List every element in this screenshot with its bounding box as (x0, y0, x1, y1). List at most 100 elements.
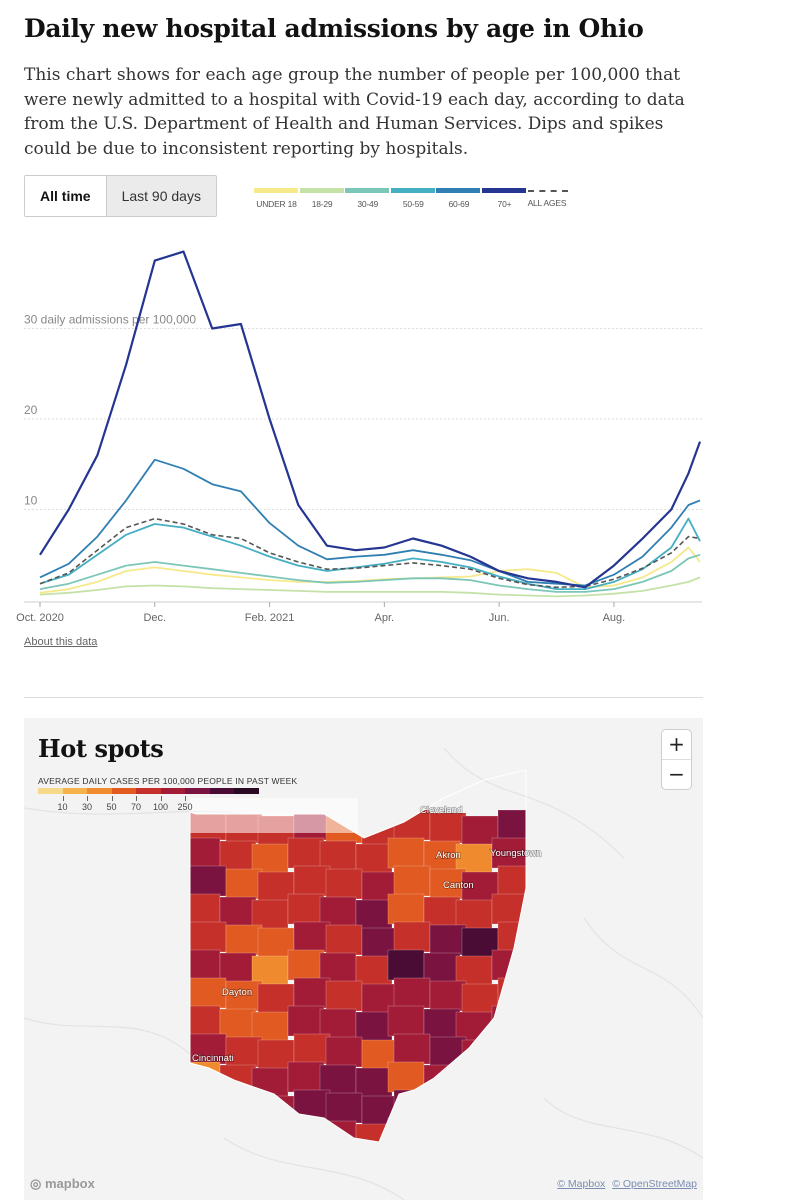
county[interactable] (497, 1033, 534, 1065)
county[interactable] (219, 1064, 257, 1096)
county[interactable] (184, 1117, 221, 1148)
series-line-18-29 (39, 576, 701, 598)
county[interactable] (387, 1005, 425, 1037)
county[interactable] (287, 1061, 325, 1093)
county[interactable] (423, 1064, 461, 1096)
attribution-osm-link[interactable]: © OpenStreetMap (612, 1178, 697, 1190)
map-color-scale (38, 788, 259, 794)
attribution-mapbox-link[interactable]: © Mapbox (557, 1178, 606, 1190)
scale-swatch (185, 788, 210, 794)
county[interactable] (393, 865, 431, 897)
county[interactable] (190, 865, 227, 897)
county[interactable] (225, 868, 263, 900)
county[interactable] (455, 1123, 493, 1154)
county[interactable] (387, 949, 425, 981)
county[interactable] (429, 1036, 467, 1068)
county[interactable] (429, 812, 467, 844)
county[interactable] (287, 1005, 325, 1037)
county[interactable] (423, 1120, 461, 1151)
county[interactable] (497, 809, 534, 841)
county[interactable] (497, 977, 534, 1009)
scale-tick-label: 30 (81, 802, 93, 812)
county[interactable] (184, 1005, 221, 1037)
county[interactable] (491, 893, 528, 925)
county[interactable] (497, 1089, 534, 1121)
county[interactable] (325, 1092, 363, 1124)
county[interactable] (455, 1067, 493, 1099)
county[interactable] (325, 924, 363, 956)
county[interactable] (251, 1067, 289, 1099)
x-tick-label: Aug. (603, 612, 626, 624)
county[interactable] (190, 921, 227, 953)
county[interactable] (190, 1089, 227, 1121)
county[interactable] (293, 1033, 331, 1065)
tab-last-90-days[interactable]: Last 90 days (105, 176, 216, 216)
city-label-youngstown: Youngstown (490, 848, 541, 859)
county[interactable] (325, 868, 363, 900)
county[interactable] (361, 983, 399, 1015)
county[interactable] (429, 1092, 467, 1124)
county[interactable] (497, 865, 534, 897)
county[interactable] (287, 893, 325, 925)
county[interactable] (184, 893, 221, 925)
mapbox-logo[interactable]: ◎ mapbox (30, 1176, 95, 1191)
zoom-out-button[interactable]: − (662, 759, 691, 789)
county[interactable] (293, 977, 331, 1009)
zoom-in-button[interactable]: + (668, 732, 685, 756)
legend-label: 30-49 (357, 199, 379, 209)
county[interactable] (287, 837, 325, 869)
county[interactable] (225, 980, 263, 1012)
legend-label: UNDER 18 (256, 199, 297, 209)
county[interactable] (184, 949, 221, 981)
map-canvas[interactable]: Cleveland Akron Youngstown Canton Dayton… (24, 718, 703, 1200)
county[interactable] (429, 980, 467, 1012)
county[interactable] (361, 1095, 399, 1127)
county[interactable] (491, 1061, 528, 1093)
county[interactable] (293, 921, 331, 953)
county[interactable] (387, 1117, 425, 1148)
legend-label: 50-59 (402, 199, 424, 209)
series-line-70- (39, 250, 702, 589)
county[interactable] (461, 1039, 499, 1071)
county[interactable] (491, 949, 528, 981)
county[interactable] (225, 1036, 263, 1068)
legend-label: 70+ (497, 199, 512, 209)
county[interactable] (287, 1117, 325, 1148)
hot-spots-map[interactable]: Cleveland Akron Youngstown Canton Dayton… (24, 718, 703, 1200)
about-data-link[interactable]: About this data (24, 636, 98, 648)
county[interactable] (387, 893, 425, 925)
county[interactable] (325, 980, 363, 1012)
county[interactable] (293, 865, 331, 897)
county[interactable] (491, 1005, 528, 1037)
county[interactable] (429, 924, 467, 956)
county[interactable] (393, 1033, 431, 1065)
county[interactable] (387, 1061, 425, 1093)
county[interactable] (293, 1089, 331, 1121)
county[interactable] (393, 921, 431, 953)
line-chart: 10 20 30 daily admissions per 100,000 Oct. … (16, 250, 702, 624)
county[interactable] (387, 837, 425, 869)
county[interactable] (190, 1033, 227, 1065)
county[interactable] (393, 977, 431, 1009)
legend-swatch (254, 188, 298, 193)
county[interactable] (251, 1123, 289, 1154)
county[interactable] (393, 1089, 431, 1121)
scale-tick-label: 10 (57, 802, 68, 812)
ohio-outline (189, 769, 527, 1143)
legend-swatch (390, 188, 435, 193)
county[interactable] (287, 949, 325, 981)
county[interactable] (190, 977, 227, 1009)
county[interactable] (491, 1117, 528, 1148)
county[interactable] (225, 924, 263, 956)
legend-swatch (481, 188, 526, 193)
county[interactable] (491, 837, 528, 869)
county[interactable] (325, 1036, 363, 1068)
county[interactable] (257, 1095, 295, 1127)
county[interactable] (461, 1095, 499, 1127)
scale-tick-mark (62, 796, 64, 801)
county[interactable] (225, 1092, 263, 1124)
series-line-60-69 (39, 458, 701, 587)
tab-all-time[interactable]: All time (25, 176, 106, 216)
scale-swatch (38, 788, 63, 794)
county[interactable] (184, 837, 221, 869)
